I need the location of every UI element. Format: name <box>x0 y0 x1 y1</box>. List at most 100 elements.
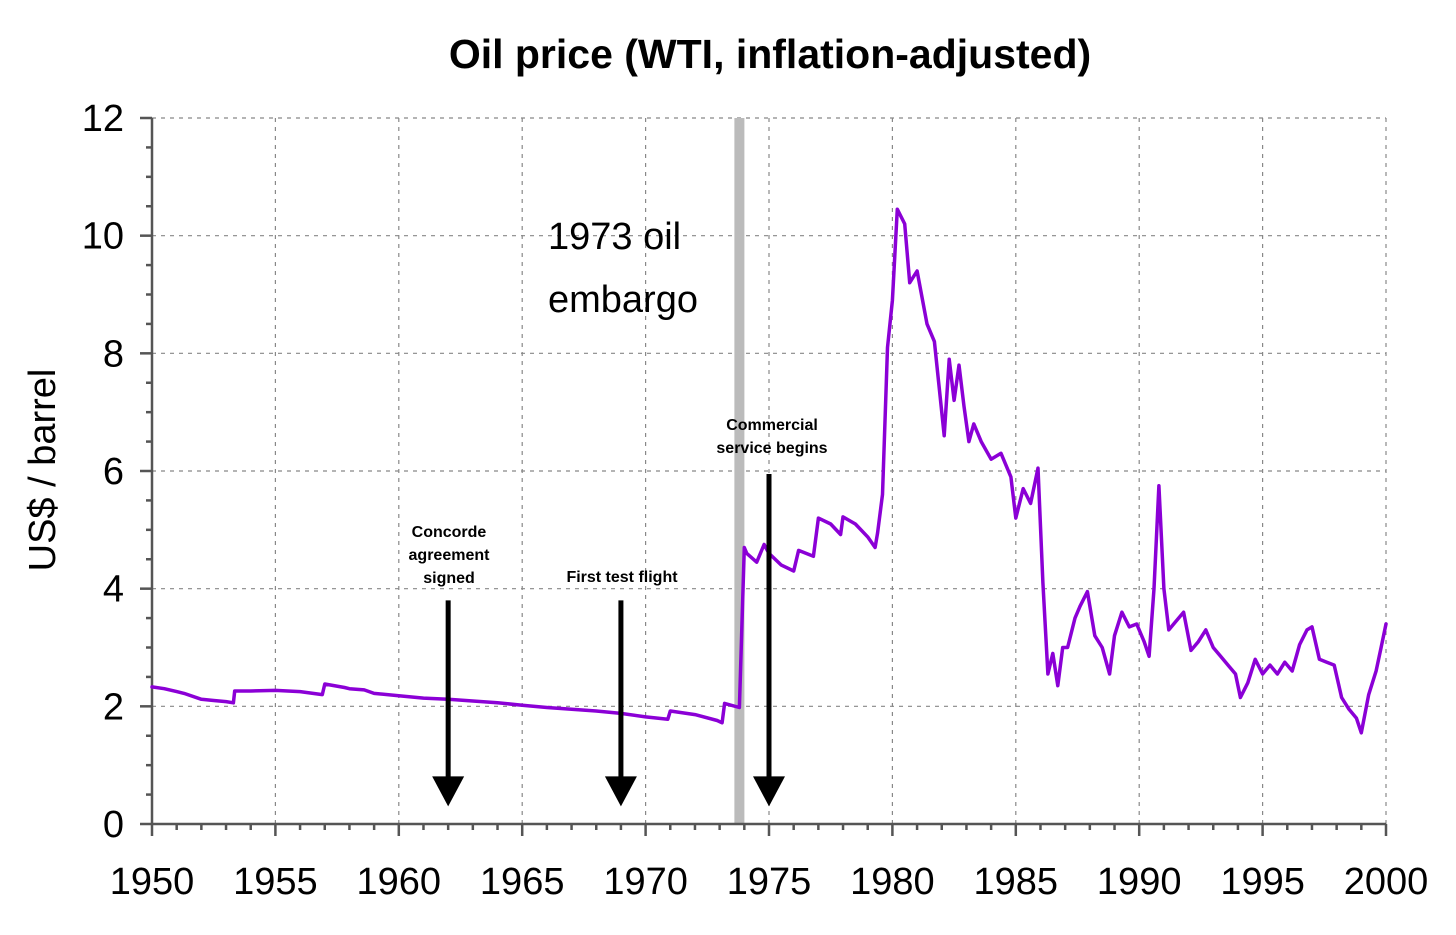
price-point <box>1153 587 1155 590</box>
price-point <box>980 440 983 443</box>
price-point <box>1298 643 1301 646</box>
x-tick-label: 1960 <box>357 861 442 903</box>
price-point <box>1010 476 1012 478</box>
price-point <box>933 340 936 343</box>
price-point <box>1227 664 1229 666</box>
chart-title: Oil price (WTI, inflation-adjusted) <box>449 31 1091 77</box>
price-point <box>1190 649 1192 652</box>
price-point <box>1254 658 1256 661</box>
price-point <box>595 710 598 712</box>
price-point <box>968 440 970 443</box>
grid <box>152 117 1387 824</box>
y-tick-label: 12 <box>82 98 124 140</box>
event-arrow-head <box>604 776 637 807</box>
price-point <box>1291 670 1294 672</box>
price-point <box>1205 629 1207 631</box>
price-point <box>343 686 346 689</box>
price-point <box>1135 623 1138 625</box>
price-point <box>896 208 899 210</box>
price-point <box>249 690 252 692</box>
price-point <box>792 570 795 572</box>
price-point <box>817 517 820 519</box>
x-tick-label: 1970 <box>603 861 688 903</box>
event-annotation-text: Concorde <box>412 524 487 541</box>
y-tick-label: 2 <box>103 686 124 728</box>
y-tick-label: 0 <box>103 804 124 846</box>
price-point <box>1212 646 1215 649</box>
price-point <box>321 693 324 696</box>
price-point <box>274 689 277 692</box>
event-annotation-text: Commercial <box>726 417 818 434</box>
price-point <box>422 697 425 699</box>
price-point <box>1093 634 1096 637</box>
price-point <box>1128 626 1131 628</box>
price-point <box>472 700 474 702</box>
price-point <box>1311 626 1313 628</box>
price-point <box>854 523 857 525</box>
price-point <box>1079 605 1081 608</box>
price-point <box>323 683 326 685</box>
price-point <box>151 686 153 688</box>
price-point <box>200 698 203 701</box>
x-tick-label: 2000 <box>1344 861 1429 903</box>
series-layer <box>150 207 1388 735</box>
price-point <box>755 561 758 563</box>
price-point <box>866 536 869 538</box>
price-point <box>1066 646 1069 649</box>
price-point <box>763 543 765 546</box>
price-point <box>938 387 941 390</box>
price-point <box>1269 664 1271 666</box>
price-point <box>1101 646 1103 649</box>
price-point <box>1158 484 1160 487</box>
price-point <box>1108 673 1111 675</box>
price-point <box>363 689 366 691</box>
price-point <box>1348 708 1350 711</box>
price-point <box>1182 611 1185 613</box>
y-tick-label: 10 <box>82 216 124 258</box>
price-point <box>163 687 166 690</box>
price-point <box>916 270 918 272</box>
price-point <box>1015 517 1017 519</box>
price-point <box>667 718 669 721</box>
y-tick-label: 6 <box>103 451 124 493</box>
price-point <box>903 223 906 225</box>
price-point <box>876 531 879 534</box>
annotations: 1973 oil embargo Concorde agreement signed Fi… <box>409 216 828 807</box>
price-point <box>1175 620 1178 622</box>
price-point <box>943 434 946 437</box>
price-point <box>175 690 178 693</box>
event-annotation-text: service begins <box>716 440 827 457</box>
price-point <box>891 299 894 302</box>
price-point <box>1333 664 1335 666</box>
price-point <box>1367 693 1370 696</box>
price-point <box>881 493 884 496</box>
price-point <box>1029 502 1032 505</box>
price-point <box>1037 467 1039 469</box>
embargo-annotation: embargo <box>548 279 698 321</box>
x-tick-label: 1995 <box>1220 861 1305 903</box>
price-point <box>1113 634 1116 637</box>
price-point <box>973 423 975 425</box>
price-point <box>1148 655 1150 658</box>
price-point <box>990 458 992 461</box>
price-point <box>1234 673 1237 675</box>
price-point <box>1197 640 1200 643</box>
price-point <box>1219 655 1222 658</box>
price-point <box>669 710 672 712</box>
y-axis-label: US$ / barrel <box>22 369 64 572</box>
price-point <box>1000 452 1002 455</box>
price-point <box>570 708 573 711</box>
x-tick-label: 1985 <box>974 861 1059 903</box>
price-point <box>1168 629 1170 631</box>
event-arrow-head <box>753 776 785 807</box>
price-point <box>908 281 911 284</box>
price-point <box>1121 611 1123 613</box>
price-point <box>1246 682 1249 684</box>
price-point <box>926 323 928 325</box>
price-point <box>546 706 548 709</box>
x-tick-label: 1950 <box>110 861 195 903</box>
y-tick-label: 4 <box>103 569 124 611</box>
x-tick-label: 1980 <box>850 861 935 903</box>
price-point <box>496 702 499 704</box>
